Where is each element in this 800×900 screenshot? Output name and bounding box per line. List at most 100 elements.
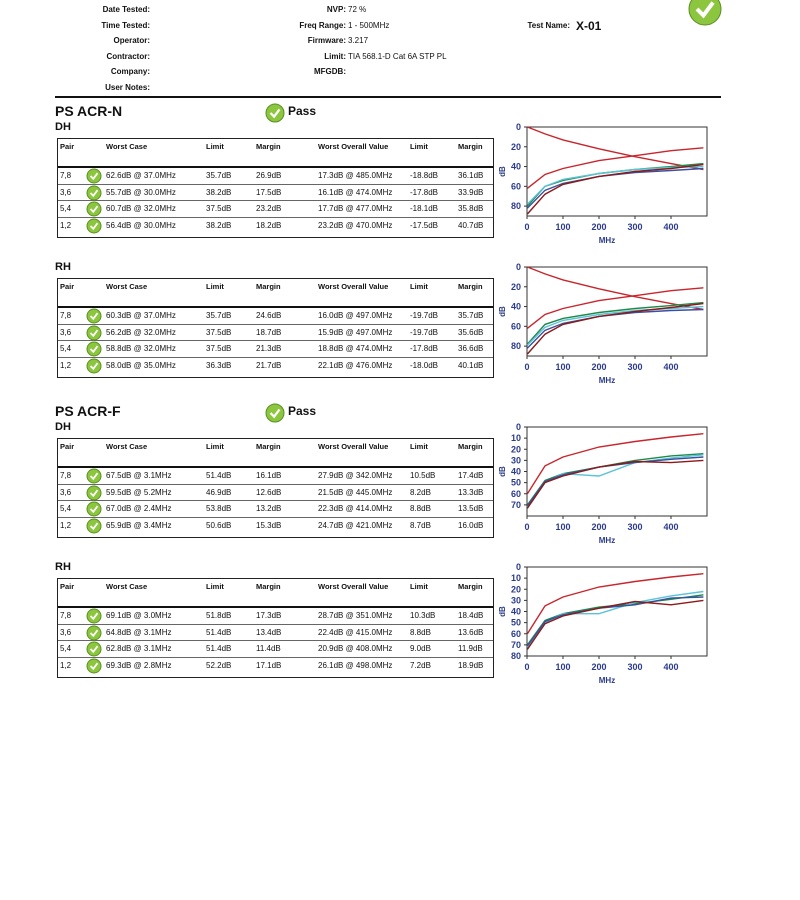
table-name: RH: [55, 561, 71, 573]
icon-tick: [89, 329, 99, 337]
table-name: DH: [55, 421, 71, 433]
y-tick-label: 60: [511, 629, 521, 639]
x-tick-label: 400: [663, 362, 678, 372]
column-header: Margin: [256, 282, 281, 291]
icon-tick: [89, 472, 99, 481]
table-cell: 56.2dB @ 32.0MHz: [106, 327, 176, 337]
table-cell: 7,8: [60, 471, 72, 480]
column-header: Margin: [256, 442, 281, 451]
x-tick-label: 0: [524, 362, 529, 372]
table-cell: 23.2dB: [256, 204, 282, 213]
check-icon: [86, 658, 102, 673]
table-cell: -18.0dB: [410, 360, 439, 370]
y-tick-label: 30: [511, 595, 521, 605]
field-label: Operator:: [113, 36, 150, 45]
data-line: [526, 165, 704, 205]
x-tick-label: 100: [555, 522, 570, 532]
column-header: Worst Overall Value: [318, 142, 389, 151]
x-tick-label: 200: [591, 222, 606, 232]
check-icon: [86, 518, 102, 533]
table-cell: 37.5dB: [206, 327, 232, 337]
table-cell: 24.6dB: [256, 311, 282, 320]
x-tick-label: 400: [663, 522, 678, 532]
icon-circle: [86, 518, 102, 533]
y-axis-label: dB: [498, 466, 507, 477]
check-icon: [86, 308, 102, 324]
row-rule: [58, 483, 493, 485]
table-cell: 17.7dB @ 477.0MHz: [318, 204, 393, 213]
table-cell: 18.9dB: [458, 660, 484, 670]
y-axis-label: dB: [498, 606, 507, 617]
check-icon: [86, 468, 102, 484]
section-result: Pass: [288, 104, 317, 118]
column-header: Pair: [60, 582, 75, 591]
field-label: Company:: [110, 67, 150, 76]
y-tick-label: 60: [511, 489, 521, 499]
table-cell: 50.6dB: [206, 520, 232, 530]
column-header: Margin: [256, 142, 281, 151]
check-icon: [86, 358, 102, 373]
table-cell: 1,2: [60, 220, 72, 230]
field-value: 3.217: [348, 36, 369, 45]
y-tick-label: 50: [511, 478, 521, 488]
table-cell: 22.1dB @ 476.0MHz: [318, 360, 393, 370]
row-rule: [58, 166, 493, 168]
field-value: TIA 568.1-D Cat 6A STP PL: [348, 51, 447, 61]
row-rule: [58, 606, 493, 608]
icon-circle: [265, 103, 285, 123]
table-cell: 40.1dB: [458, 360, 484, 370]
check-icon: [86, 625, 102, 640]
icon-circle: [86, 468, 102, 484]
data-line: [527, 266, 704, 311]
table-cell: 7,8: [60, 311, 72, 320]
table-cell: 36.3dB: [206, 360, 232, 370]
table-cell: 21.5dB @ 445.0MHz: [318, 487, 393, 497]
section-title: PS ACR-N: [55, 103, 123, 119]
icon-tick: [89, 362, 99, 370]
table-cell: 37.5dB: [206, 344, 232, 353]
table-cell: 3,6: [60, 327, 72, 337]
icon-circle: [86, 201, 102, 217]
plot-area: [526, 266, 708, 357]
field-label: NVP:: [326, 5, 346, 14]
table-cell: 20.9dB @ 408.0MHz: [318, 644, 393, 653]
column-header: Worst Overall Value: [318, 442, 389, 451]
table-cell: 16.1dB: [256, 471, 282, 480]
row-rule: [58, 216, 493, 218]
y-tick-label: 0: [516, 122, 521, 132]
table-cell: 21.7dB: [256, 360, 282, 370]
icon-circle: [86, 185, 102, 200]
table-cell: 15.3dB: [256, 520, 282, 530]
table-cell: -17.8dB: [410, 344, 439, 353]
table-cell: 55.7dB @ 30.0MHz: [106, 187, 176, 197]
table-cell: 10.5dB: [410, 471, 436, 480]
table-cell: 8.8dB: [410, 627, 431, 637]
field-label: Limit:: [324, 51, 346, 61]
table-cell: 5,4: [60, 504, 72, 513]
row-rule: [58, 656, 493, 658]
column-header: Worst Overall Value: [318, 282, 389, 291]
column-header: Limit: [206, 142, 224, 151]
check-icon: [86, 218, 102, 233]
x-axis-label: MHz: [599, 376, 615, 385]
data-line: [526, 573, 704, 635]
table-cell: 35.7dB: [458, 311, 484, 320]
table-cell: 15.9dB @ 497.0MHz: [318, 327, 393, 337]
icon-tick: [89, 222, 99, 230]
x-tick-label: 400: [663, 222, 678, 232]
icon-tick: [269, 108, 281, 119]
icon-tick: [89, 489, 99, 497]
y-tick-label: 10: [511, 573, 521, 583]
plot-area: [526, 426, 708, 517]
column-header: Limit: [206, 582, 224, 591]
data-line: [526, 163, 704, 215]
table-cell: 52.2dB: [206, 660, 232, 670]
row-rule: [58, 500, 493, 501]
icon-circle: [265, 403, 285, 423]
y-tick-label: 0: [516, 262, 521, 272]
table-cell: 5,4: [60, 344, 72, 353]
table-cell: 56.4dB @ 30.0MHz: [106, 220, 176, 230]
table-cell: 16.1dB @ 474.0MHz: [318, 187, 393, 197]
y-tick-label: 0: [516, 562, 521, 572]
